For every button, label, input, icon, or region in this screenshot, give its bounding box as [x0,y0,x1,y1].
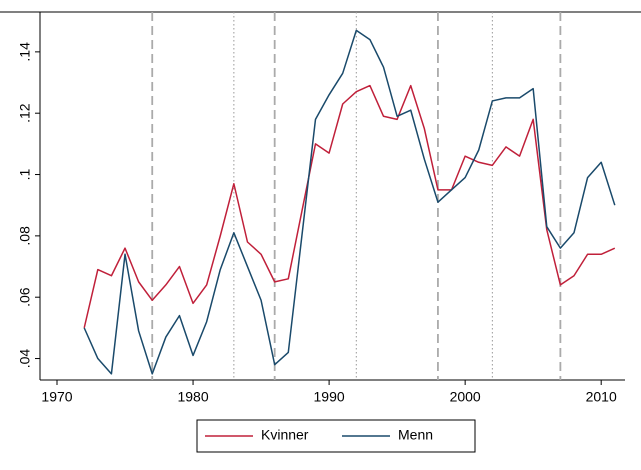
x-tick-label: 1990 [314,389,345,405]
x-tick-label: 2000 [450,389,481,405]
y-tick-label: .1 [17,168,33,180]
y-tick-label: .06 [17,287,33,307]
y-tick-label: .14 [17,42,33,62]
x-tick-label: 1980 [177,389,208,405]
x-tick-label: 1970 [41,389,72,405]
series-line [83,29,616,375]
y-tick-label: .08 [17,226,33,246]
legend-label: Kvinner [261,427,309,443]
y-tick-label: .12 [17,103,33,123]
legend-label: Menn [398,427,433,443]
series-line [83,84,616,329]
y-tick-label: .04 [17,349,33,369]
x-tick-label: 2010 [586,389,617,405]
